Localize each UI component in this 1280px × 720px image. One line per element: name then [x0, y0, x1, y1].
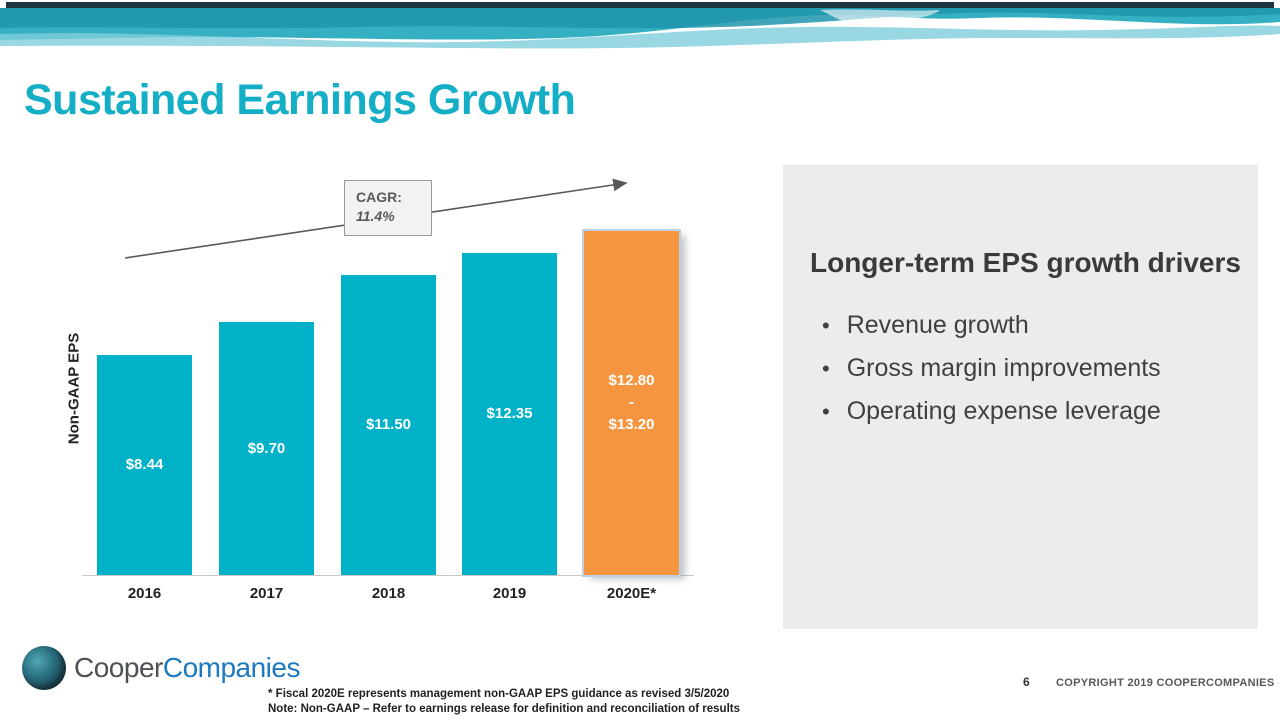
bar-value-label: $8.44 — [125, 456, 164, 473]
page-title: Sustained Earnings Growth — [24, 76, 576, 124]
bar-value-label: $9.70 — [247, 439, 286, 457]
watercolor-banner — [0, 0, 1280, 62]
footnote-fiscal: * Fiscal 2020E represents management non… — [268, 688, 730, 700]
bullet-revenue-growth: • Revenue growth — [822, 311, 1029, 340]
bullet-dot-icon: • — [822, 313, 830, 338]
bar-plot: $8.44 2016 $9.70 2017 $11.50 2018 $12.35 2019 $1… — [60, 165, 730, 615]
copyright-text: COPYRIGHT 2019 COOPERCOMPANIES — [1056, 677, 1275, 689]
bar-value-label: $12.80- $13.20 — [608, 372, 655, 433]
x-axis-label-2016: 2016 — [127, 585, 162, 602]
x-axis-label-2020E*: 2020E* — [606, 585, 657, 602]
panel-heading: Longer-term EPS growth drivers — [810, 247, 1241, 278]
bar-2017: $9.70 — [219, 322, 314, 575]
cagr-annotation: CAGR: 11.4% — [344, 180, 432, 236]
x-axis-line — [82, 575, 694, 576]
bar-2016: $8.44 — [97, 355, 192, 575]
bar-2018: $11.50 — [341, 275, 436, 575]
cooper-companies-logo: CooperCompanies — [22, 646, 300, 690]
footnote-nongaap: Note: Non-GAAP – Refer to earnings relea… — [268, 703, 741, 715]
bar-value-label: $11.50 — [365, 416, 412, 433]
x-axis-label-2017: 2017 — [249, 585, 284, 602]
bullet-text: Operating expense leverage — [846, 397, 1161, 425]
watercolor-art — [0, 2, 1280, 49]
bar-2020E*: $12.80- $13.20 — [582, 229, 681, 577]
bar-value-label: $12.35 — [486, 405, 533, 422]
bar-2019: $12.35 — [462, 253, 557, 575]
bullet-dot-icon: • — [822, 356, 830, 381]
logo-text: CooperCompanies — [74, 652, 300, 684]
globe-icon — [22, 646, 66, 690]
bullet-text: Gross margin improvements — [846, 354, 1161, 382]
bullet-gross-margin: • Gross margin improvements — [822, 354, 1161, 383]
eps-bar-chart: Non-GAAP EPS CAGR: 11.4% $8.44 2016 $9.70 2… — [60, 165, 730, 615]
x-axis-label-2018: 2018 — [371, 585, 406, 602]
logo-companies: Companies — [162, 652, 301, 683]
page-number: 6 — [1023, 675, 1030, 689]
drivers-panel: Longer-term EPS growth drivers • Revenue… — [783, 165, 1258, 629]
x-axis-label-2019: 2019 — [492, 585, 527, 602]
cagr-label: CAGR: — [356, 189, 402, 205]
bullet-opex-leverage: • Operating expense leverage — [822, 397, 1161, 426]
logo-cooper: Cooper — [74, 652, 163, 683]
bullet-dot-icon: • — [822, 399, 830, 424]
bullet-text: Revenue growth — [846, 311, 1029, 339]
cagr-value: 11.4% — [356, 208, 395, 224]
